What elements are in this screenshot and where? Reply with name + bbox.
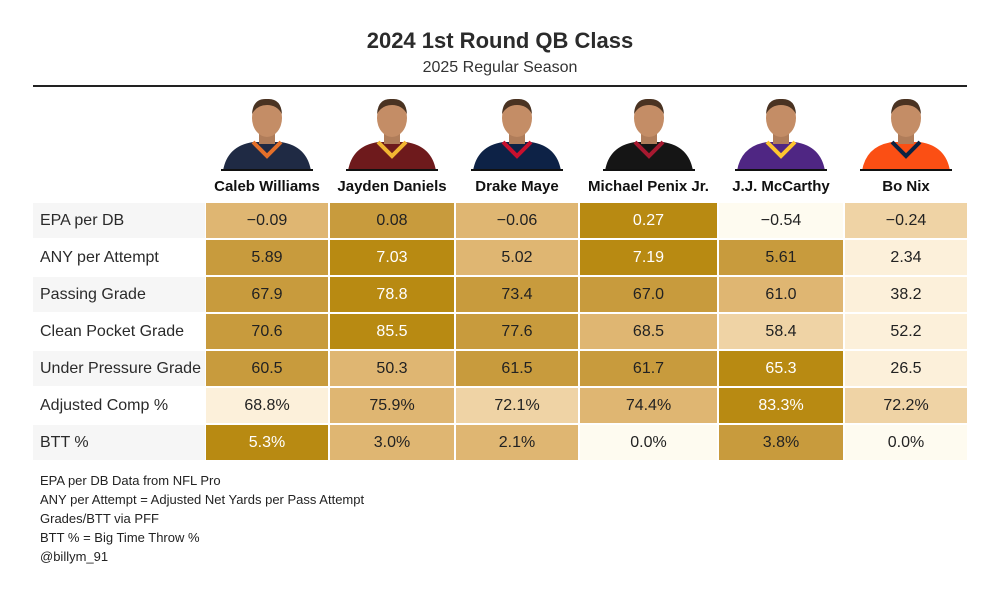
stat-cell: −0.06 [456,203,578,238]
stat-cell: 0.27 [580,203,717,238]
footnotes: EPA per DB Data from NFL Pro ANY per Att… [40,471,364,566]
stat-cell: 7.19 [580,240,717,275]
stat-cell: 74.4% [580,388,717,423]
stat-cell: 65.3 [719,351,843,386]
footnote-line: EPA per DB Data from NFL Pro [40,473,221,488]
metric-label: EPA per DB [33,203,205,238]
photo-baseline [735,169,827,171]
metric-label: Clean Pocket Grade [40,323,185,340]
photo-baseline [602,169,695,171]
header-divider [33,85,967,87]
stat-cell: 77.6 [456,314,578,349]
stat-cell: 3.8% [719,425,843,460]
footnote-line: @billym_91 [40,549,109,564]
stat-cell: 68.5 [580,314,717,349]
stat-cell: 61.7 [580,351,717,386]
stat-cell: 0.08 [330,203,454,238]
metric-label: ANY per Attempt [40,249,159,266]
stat-cell: 38.2 [845,277,967,312]
player-name: Michael Penix Jr. [588,178,709,195]
player-headshot [731,96,831,171]
footnote-line: ANY per Attempt = Adjusted Net Yards per… [40,492,365,507]
stat-cell: 2.34 [845,240,967,275]
stat-cell: 75.9% [330,388,454,423]
player-name: J.J. McCarthy [732,178,830,195]
stat-cell: 83.3% [719,388,843,423]
stat-cell: 85.5 [330,314,454,349]
stat-cell: −0.54 [719,203,843,238]
stat-cell: 73.4 [456,277,578,312]
player-headshot [467,96,567,171]
player-headshot [599,96,699,171]
player-headshot [856,96,956,171]
player-name: Drake Maye [475,178,559,195]
stat-cell: 60.5 [206,351,328,386]
stat-cell: 61.0 [719,277,843,312]
chart-subtitle: 2025 Regular Season [422,59,578,76]
photo-baseline [471,169,563,171]
player-header: J.J. McCarthy [719,96,843,204]
stat-cell: 7.03 [330,240,454,275]
metric-label: Passing Grade [33,277,205,312]
player-name: Caleb Williams [214,178,320,195]
stat-cell: 0.0% [845,425,967,460]
player-header: Jayden Daniels [330,96,454,204]
player-header: Bo Nix [844,96,968,204]
metric-label: Adjusted Comp % [40,397,169,414]
player-name: Bo Nix [882,178,930,195]
stat-cell: 52.2 [845,314,967,349]
stat-cell: 58.4 [719,314,843,349]
stat-cell: 67.0 [580,277,717,312]
stat-cell: 26.5 [845,351,967,386]
stat-cell: 72.1% [456,388,578,423]
stat-cell: −0.24 [845,203,967,238]
stat-cell: 67.9 [206,277,328,312]
player-header: Drake Maye [455,96,579,204]
player-name: Jayden Daniels [337,178,447,195]
metric-label: Under Pressure Grade [33,351,205,386]
stat-cell: 70.6 [206,314,328,349]
stat-cell: −0.09 [206,203,328,238]
photo-baseline [860,169,952,171]
footnote-line: BTT % = Big Time Throw % [40,530,200,545]
stat-cell: 5.89 [206,240,328,275]
photo-baseline [221,169,313,171]
stat-cell: 72.2% [845,388,967,423]
footnote-line: Grades/BTT via PFF [40,511,159,526]
stat-cell: 0.0% [580,425,717,460]
player-header: Caleb Williams [205,96,329,204]
player-headshot [342,96,442,171]
player-header: Michael Penix Jr. [587,96,711,204]
stat-cell: 3.0% [330,425,454,460]
stat-cell: 5.3% [206,425,328,460]
metric-label: BTT % [33,425,205,460]
player-headshot [217,96,317,171]
stat-cell: 61.5 [456,351,578,386]
chart-title: 2024 1st Round QB Class [366,28,634,53]
stat-cell: 2.1% [456,425,578,460]
stat-cell: 68.8% [206,388,328,423]
photo-baseline [346,169,438,171]
stat-cell: 5.61 [719,240,843,275]
stat-cell: 50.3 [330,351,454,386]
stat-cell: 78.8 [330,277,454,312]
stat-cell: 5.02 [456,240,578,275]
